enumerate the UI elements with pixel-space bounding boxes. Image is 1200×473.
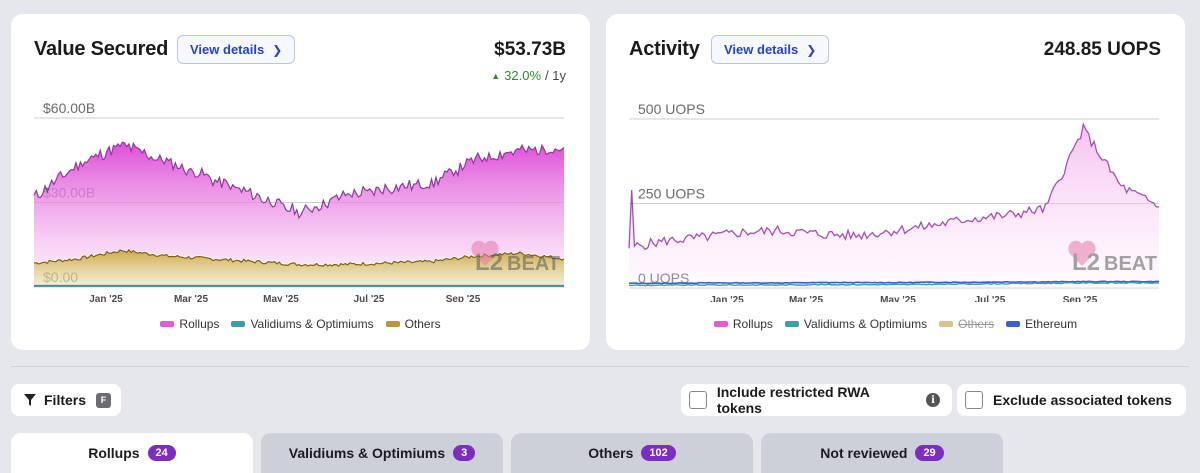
legend-swatch xyxy=(713,321,728,327)
legend-item[interactable]: Others xyxy=(385,317,441,331)
legend-swatch xyxy=(160,321,175,327)
activity-view-details-button[interactable]: View details ❯ xyxy=(711,35,830,64)
x-tick-label: Sep '25 xyxy=(1063,295,1098,302)
ethereum-line xyxy=(628,280,1160,285)
legend-swatch xyxy=(939,321,954,327)
value-secured-legend: Rollups Validiums & Optimiums Others xyxy=(11,317,590,331)
value-secured-total: $53.73B xyxy=(494,39,566,60)
tab-others[interactable]: Others 102 xyxy=(511,433,753,473)
change-period: / 1y xyxy=(545,68,566,83)
tab-count-badge: 102 xyxy=(641,445,676,461)
value-secured-change: ▲ 32.0% / 1y xyxy=(491,68,566,83)
legend-label: Others xyxy=(958,317,995,331)
tab-label: Others xyxy=(588,445,634,461)
activity-card: Activity View details ❯ 248.85 UOPS 0 UO… xyxy=(606,14,1185,350)
tab-count-badge: 3 xyxy=(453,445,476,461)
x-tick-label: May '25 xyxy=(263,294,299,302)
view-details-label: View details xyxy=(190,42,265,57)
activity-total: 248.85 UOPS xyxy=(1043,39,1161,60)
watermark-text: BEAT xyxy=(507,253,560,275)
include-rwa-toggle[interactable]: Include restricted RWA tokens i xyxy=(681,384,952,416)
value-secured-card: Value Secured View details ❯ $53.73B ▲ 3… xyxy=(11,14,590,350)
include-rwa-label: Include restricted RWA tokens xyxy=(716,384,870,416)
x-tick-label: Jul '25 xyxy=(975,295,1006,302)
value-secured-title: Value Secured xyxy=(34,38,169,60)
rollups-line xyxy=(628,122,1160,251)
legend-label: Rollups xyxy=(732,317,773,331)
view-details-label: View details xyxy=(724,42,799,57)
exclude-associated-checkbox[interactable] xyxy=(965,391,983,409)
legend-item[interactable]: Validiums & Optimiums xyxy=(231,317,374,331)
l2beat-watermark: L2 BEAT xyxy=(471,240,560,276)
legend-item[interactable]: Rollups xyxy=(713,317,773,331)
activity-title: Activity xyxy=(629,38,700,60)
section-divider xyxy=(11,366,1189,367)
heart-icon xyxy=(471,240,499,266)
legend-swatch xyxy=(1006,321,1021,327)
change-percent: 32.0% xyxy=(504,68,542,83)
heart-icon xyxy=(1068,240,1096,266)
activity-legend: Rollups Validiums & Optimiums Others Ethere… xyxy=(606,317,1185,331)
chevron-right-icon: ❯ xyxy=(272,42,283,57)
legend-label: Others xyxy=(404,317,441,331)
legend-item[interactable]: Rollups xyxy=(160,317,219,331)
l2beat-watermark: L2 BEAT xyxy=(1068,240,1157,276)
x-tick-label: Jan '25 xyxy=(89,294,123,302)
legend-label: Rollups xyxy=(179,317,220,331)
tab-label: Validiums & Optimiums xyxy=(288,445,446,461)
legend-label: Validiums & Optimiums xyxy=(803,317,928,331)
legend-swatch xyxy=(231,321,246,327)
watermark-text: L2 xyxy=(475,249,503,276)
legend-swatch xyxy=(385,321,400,327)
x-tick-label: May '25 xyxy=(880,295,916,302)
filters-label: Filters xyxy=(44,392,87,408)
tab-count-badge: 29 xyxy=(915,445,944,461)
x-tick-label: Sep '25 xyxy=(446,294,481,302)
y-tick-label: $60.00B xyxy=(43,102,95,116)
rollups-area xyxy=(629,124,1159,288)
arrow-up-icon: ▲ xyxy=(491,70,501,81)
x-tick-label: Jul '25 xyxy=(354,294,385,302)
x-tick-label: Mar '25 xyxy=(174,294,209,302)
validiums-line xyxy=(628,281,1160,287)
tab-rollups[interactable]: Rollups 24 xyxy=(11,433,253,473)
legend-label: Ethereum xyxy=(1025,317,1078,331)
chevron-right-icon: ❯ xyxy=(806,42,817,57)
y-tick-label: 250 UOPS xyxy=(638,186,705,202)
legend-item[interactable]: Ethereum xyxy=(1006,317,1077,331)
rollups-area xyxy=(34,142,564,265)
filters-shortcut-key: F xyxy=(96,392,112,408)
exclude-associated-toggle[interactable]: Exclude associated tokens xyxy=(957,384,1186,416)
x-tick-label: Jan '25 xyxy=(710,295,744,302)
others-line xyxy=(33,248,565,267)
exclude-associated-label: Exclude associated tokens xyxy=(993,392,1172,408)
tab-count-badge: 24 xyxy=(147,445,176,461)
legend-item[interactable]: Validiums & Optimiums xyxy=(784,317,928,331)
info-icon[interactable]: i xyxy=(926,393,940,407)
legend-swatch xyxy=(784,321,799,327)
rollups-line xyxy=(33,141,565,220)
tab-label: Rollups xyxy=(88,445,140,461)
y-tick-label: 500 UOPS xyxy=(638,102,705,117)
legend-label: Validiums & Optimiums xyxy=(250,317,374,331)
tab-validiums-optimiums[interactable]: Validiums & Optimiums 3 xyxy=(261,433,503,473)
watermark-text: BEAT xyxy=(1104,253,1157,275)
others-area xyxy=(34,249,564,287)
x-tick-label: Mar '25 xyxy=(789,295,824,302)
legend-item[interactable]: Others xyxy=(939,317,994,331)
tab-label: Not reviewed xyxy=(820,445,908,461)
funnel-icon xyxy=(24,394,36,406)
include-rwa-checkbox[interactable] xyxy=(689,391,707,409)
watermark-text: L2 xyxy=(1072,249,1100,276)
tab-not-reviewed[interactable]: Not reviewed 29 xyxy=(761,433,1003,473)
value-secured-view-details-button[interactable]: View details ❯ xyxy=(177,35,296,64)
filters-button[interactable]: Filters F xyxy=(11,384,121,416)
